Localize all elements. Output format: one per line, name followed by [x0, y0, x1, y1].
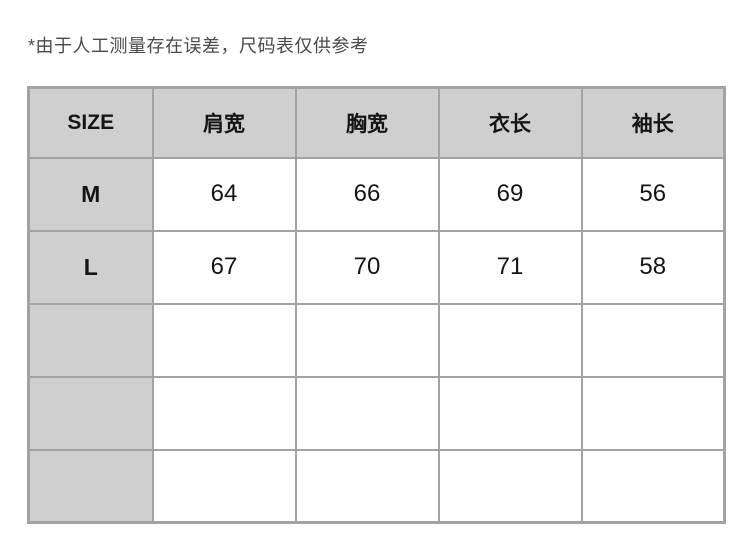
- size-label-cell: [27, 302, 154, 378]
- table-row-empty: [27, 375, 726, 451]
- header-cell-size: SIZE: [27, 86, 154, 159]
- value-cell: 64: [151, 156, 297, 232]
- value-cell: [294, 448, 440, 524]
- header-cell-shoulder-width: 肩宽: [151, 86, 297, 159]
- value-cell: 70: [294, 229, 440, 305]
- value-cell: 56: [580, 156, 726, 232]
- value-cell: 67: [151, 229, 297, 305]
- value-cell: [151, 448, 297, 524]
- value-cell: 71: [437, 229, 583, 305]
- value-cell: [151, 302, 297, 378]
- value-cell: [437, 302, 583, 378]
- size-label-cell: [27, 375, 154, 451]
- value-cell: 58: [580, 229, 726, 305]
- size-chart-table: SIZE 肩宽 胸宽 衣长 袖长 M 64 66 69 56 L 67 70 7…: [27, 86, 726, 524]
- header-cell-sleeve-length: 袖长: [580, 86, 726, 159]
- table-row-empty: [27, 302, 726, 378]
- value-cell: [294, 302, 440, 378]
- value-cell: [294, 375, 440, 451]
- value-cell: [580, 448, 726, 524]
- value-cell: [151, 375, 297, 451]
- measurement-disclaimer-note: *由于人工测量存在误差，尺码表仅供参考: [28, 36, 369, 56]
- value-cell: 66: [294, 156, 440, 232]
- size-label-cell: [27, 448, 154, 524]
- value-cell: [580, 302, 726, 378]
- size-label-cell: M: [27, 156, 154, 232]
- value-cell: 69: [437, 156, 583, 232]
- table-row-empty: [27, 448, 726, 524]
- table-row-m: M 64 66 69 56: [27, 156, 726, 232]
- table-row-l: L 67 70 71 58: [27, 229, 726, 305]
- value-cell: [437, 448, 583, 524]
- size-label-cell: L: [27, 229, 154, 305]
- header-cell-chest-width: 胸宽: [294, 86, 440, 159]
- header-cell-garment-length: 衣长: [437, 86, 583, 159]
- value-cell: [580, 375, 726, 451]
- table-header-row: SIZE 肩宽 胸宽 衣长 袖长: [27, 86, 726, 159]
- value-cell: [437, 375, 583, 451]
